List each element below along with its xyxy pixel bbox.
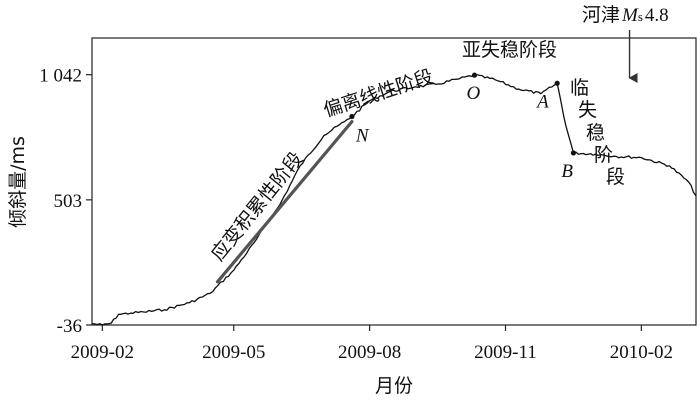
series-line: [91, 74, 697, 326]
x-tick-label: 2009-11: [474, 342, 537, 363]
earthquake-location: 河津: [582, 4, 620, 26]
stage4-char: 阶: [594, 144, 613, 166]
stage4-char: 失: [578, 99, 597, 121]
point-label-A: A: [535, 91, 549, 112]
y-axis: -36 503 1 042: [39, 66, 92, 337]
earthquake-magnitude-symbol: M: [621, 5, 639, 26]
x-axis-label: 月份: [375, 375, 413, 397]
point-label-O: O: [466, 83, 480, 104]
earthquake-magnitude-subscript: s: [638, 9, 643, 24]
point-A: [554, 80, 560, 86]
plot-frame: [91, 37, 697, 326]
y-tick-label: 1 042: [39, 66, 82, 87]
key-points: N O A B: [349, 72, 577, 182]
y-tick-label: 503: [54, 191, 83, 212]
x-tick-label: 2010-02: [610, 342, 673, 363]
stage4-char: 临: [570, 77, 589, 99]
earthquake-label: 河津 Ms 4.8: [582, 4, 669, 26]
point-B: [570, 150, 577, 156]
y-tick-label: -36: [57, 316, 82, 337]
stage-label-sub-instability: 亚失稳阶段: [462, 39, 557, 61]
point-N: [349, 113, 355, 120]
stage4-char: 稳: [586, 122, 605, 144]
stage-label-deviation-linear: 偏离线性阶段: [321, 66, 436, 122]
x-axis: 2009-02 2009-05 2009-08 2009-11 2010-02: [71, 325, 673, 363]
point-O: [471, 72, 478, 78]
linear-fit-line: [215, 119, 354, 284]
point-label-N: N: [355, 125, 370, 146]
x-tick-label: 2009-02: [71, 342, 134, 363]
point-label-B: B: [561, 161, 573, 182]
y-axis-label: 倾斜量/ms: [7, 136, 29, 228]
stage-label-strain-accumulation: 应变积累性阶段: [207, 148, 308, 265]
x-tick-label: 2009-05: [202, 342, 265, 363]
earthquake-magnitude-value: 4.8: [645, 5, 669, 26]
x-tick-label: 2009-08: [338, 342, 401, 363]
stage4-char: 段: [606, 166, 625, 188]
